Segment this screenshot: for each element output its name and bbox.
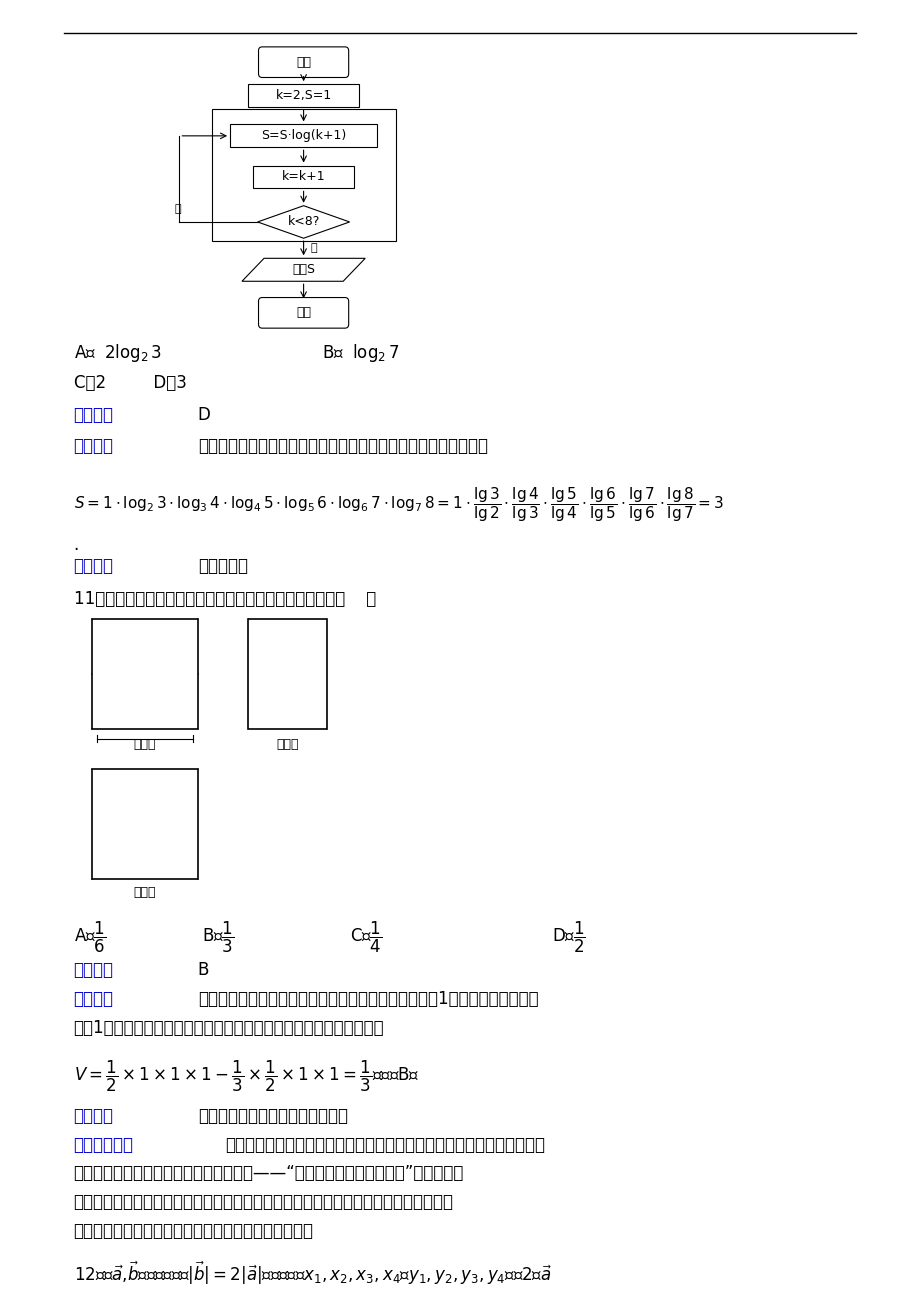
FancyBboxPatch shape: [258, 298, 348, 328]
Text: A．  $2\log_{2}3$: A． $2\log_{2}3$: [74, 341, 162, 363]
Polygon shape: [242, 258, 365, 281]
Text: 《方法点睛》: 《方法点睛》: [74, 1135, 133, 1154]
Text: $V = \dfrac{1}{2}\times1\times1\times1 - \dfrac{1}{3}\times\dfrac{1}{2}\times1\t: $V = \dfrac{1}{2}\times1\times1\times1 -…: [74, 1059, 419, 1094]
Text: 开始: 开始: [296, 56, 311, 69]
Text: S=S·log(k+1): S=S·log(k+1): [261, 129, 346, 142]
Text: 几何体的三视图；几何体的体积．: 几何体的三视图；几何体的体积．: [198, 1107, 347, 1125]
Bar: [248, 618, 326, 729]
Text: A．$\dfrac{1}{6}$: A．$\dfrac{1}{6}$: [74, 919, 106, 954]
Text: 《解析》: 《解析》: [74, 437, 113, 456]
Text: 结束: 结束: [296, 306, 311, 319]
Text: C．$\dfrac{1}{4}$: C．$\dfrac{1}{4}$: [349, 919, 381, 954]
Bar: [92, 618, 198, 729]
Text: B．$\dfrac{1}{3}$: B．$\dfrac{1}{3}$: [202, 919, 234, 954]
Text: 类问题的解答关键在于根据三视图的规则——“长对正、高平齐、宽相等”的规则得到: 类问题的解答关键在于根据三视图的规则——“长对正、高平齐、宽相等”的规则得到: [74, 1164, 463, 1182]
Text: 正视图: 正视图: [133, 738, 156, 751]
Text: D．$\dfrac{1}{2}$: D．$\dfrac{1}{2}$: [551, 919, 585, 954]
Text: 输出S: 输出S: [292, 263, 314, 276]
FancyBboxPatch shape: [258, 47, 348, 78]
Text: 本题主要考查了空间几何体的三视图、三棱柱与三棱锥的体积的计算，此: 本题主要考查了空间几何体的三视图、三棱柱与三棱锥的体积的计算，此: [225, 1135, 545, 1154]
Text: 《答案》: 《答案》: [74, 406, 113, 423]
Text: 高为1的三棱柱割去一个同底等高的三棱锥所得，所以几何体的体积为: 高为1的三棱柱割去一个同底等高的三棱锥所得，所以几何体的体积为: [74, 1019, 384, 1036]
Text: $S = 1\cdot\log_{2}3\cdot\log_{3}4\cdot\log_{4}5\cdot\log_{5}6\cdot\log_{6}7\cdo: $S = 1\cdot\log_{2}3\cdot\log_{3}4\cdot\…: [74, 486, 723, 523]
FancyBboxPatch shape: [230, 125, 377, 147]
Text: 11．一个四棱锥的三视图如图所示，则该四棱锥的体积为（    ）: 11．一个四棱锥的三视图如图所示，则该四棱锥的体积为（ ）: [74, 590, 376, 608]
Text: 《考点》: 《考点》: [74, 557, 113, 574]
FancyBboxPatch shape: [248, 85, 358, 107]
Text: C．2         D．3: C．2 D．3: [74, 374, 187, 392]
Text: 原几何体的形状，再根据几何体的线面位置关系和几何体的体积公式求解，着重考查了: 原几何体的形状，再根据几何体的线面位置关系和几何体的体积公式求解，着重考查了: [74, 1193, 453, 1211]
Bar: [92, 769, 198, 879]
Text: 12．设$\vec{a}$,$\vec{b}$为非零向量，$|\vec{b}|=2|\vec{a}|$，两组向量$x_1,x_2,x_3,x_4$和$y_1,y: 12．设$\vec{a}$,$\vec{b}$为非零向量，$|\vec{b}|=…: [74, 1260, 551, 1288]
Text: 学生的空间想象能力及推理与运算能力．属于基础题．: 学生的空间想象能力及推理与运算能力．属于基础题．: [74, 1221, 313, 1240]
FancyBboxPatch shape: [253, 165, 354, 189]
Text: 循环结构．: 循环结构．: [198, 557, 247, 574]
Polygon shape: [257, 206, 349, 238]
Text: 试题分析：由题意得，由判断框中的条件可知，该程序框图是计算: 试题分析：由题意得，由判断框中的条件可知，该程序框图是计算: [198, 437, 487, 456]
Text: B．  $\log_{2}7$: B． $\log_{2}7$: [322, 341, 399, 363]
Text: k=k+1: k=k+1: [281, 171, 325, 184]
Text: k<8?: k<8?: [287, 215, 320, 228]
Text: 《答案》: 《答案》: [74, 961, 113, 979]
Text: 《解析》: 《解析》: [74, 991, 113, 1008]
Text: D: D: [198, 406, 210, 423]
Text: B: B: [198, 961, 209, 979]
Text: 侧视图: 侧视图: [276, 738, 299, 751]
Text: 试题分析：由三视图可知，几何体是地面为直角边长为1的等腰直角三角形，: 试题分析：由三视图可知，几何体是地面为直角边长为1的等腰直角三角形，: [198, 991, 538, 1008]
Text: 否: 否: [311, 242, 317, 253]
Text: .: .: [74, 535, 79, 553]
Text: k=2,S=1: k=2,S=1: [275, 89, 332, 102]
Text: 是: 是: [175, 204, 181, 215]
Text: 《考点》: 《考点》: [74, 1107, 113, 1125]
Text: 俰视图: 俰视图: [133, 887, 156, 900]
